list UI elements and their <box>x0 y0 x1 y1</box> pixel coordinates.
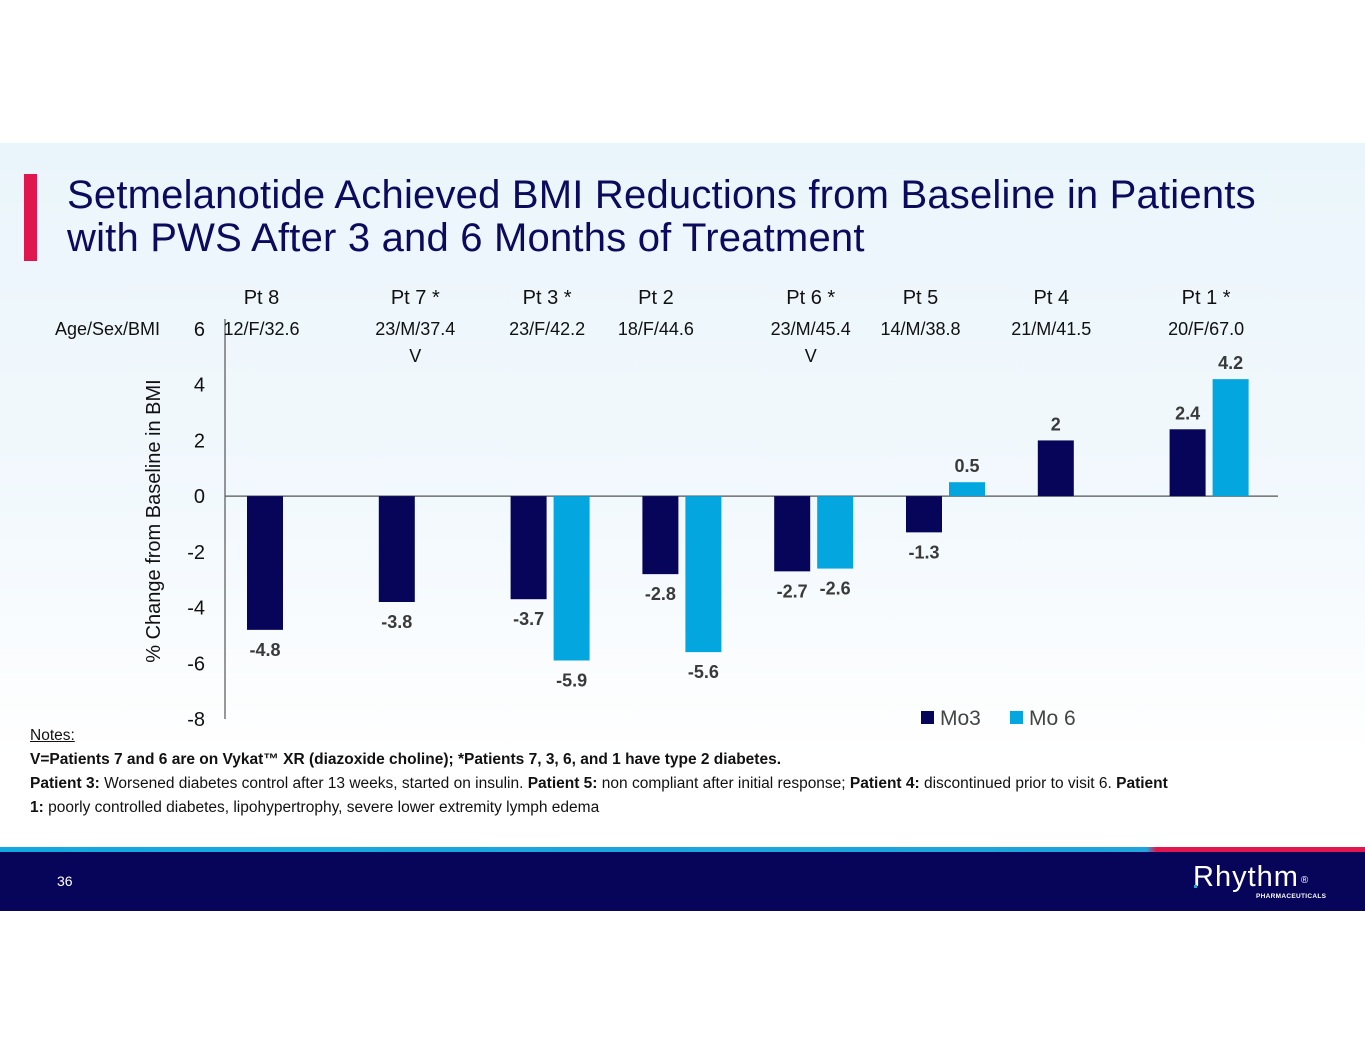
category-label: Pt 6 * <box>786 287 835 309</box>
data-label: -5.9 <box>556 671 587 691</box>
footer-accent-line <box>0 847 1365 852</box>
y-tick-label: 0 <box>194 486 205 508</box>
notes-line-2: Patient 3: Worsened diabetes control aft… <box>30 775 1168 816</box>
title-line-2: with PWS After 3 and 6 Months of Treatme… <box>67 216 865 260</box>
footer-bar <box>0 852 1365 911</box>
data-label: -2.7 <box>777 581 808 601</box>
data-label: -1.3 <box>908 542 939 562</box>
age-sex-bmi-label: 23/M/45.4 <box>771 319 851 339</box>
data-label: 4.2 <box>1218 353 1243 373</box>
age-sex-bmi-label: 12/F/32.6 <box>223 319 299 339</box>
bar-mo3 <box>1169 429 1206 497</box>
logo-subtitle: PHARMACEUTICALS <box>1256 893 1327 900</box>
bar-mo6 <box>1212 379 1249 497</box>
bar-mo3 <box>774 496 811 572</box>
bar-chart: 6 4 2 0 -2 -4 -6 -8 % Change from Baseline in BM… <box>55 287 1278 731</box>
y-axis-label: % Change from Baseline in BMI <box>143 379 165 662</box>
y-tick-label: -4 <box>187 598 205 620</box>
age-sex-bmi-label: 14/M/38.8 <box>880 319 960 339</box>
data-label: 2 <box>1051 414 1061 434</box>
legend-swatch-mo3 <box>921 711 934 724</box>
y-tick-label: -2 <box>187 542 205 564</box>
registered-mark: ® <box>1300 875 1310 886</box>
title-accent-bar <box>24 174 37 261</box>
data-label: -2.6 <box>820 579 851 599</box>
legend-swatch-mo6 <box>1010 711 1023 724</box>
data-label: 2.4 <box>1175 403 1200 423</box>
data-label: -5.6 <box>688 662 719 682</box>
age-sex-bmi-label: 23/F/42.2 <box>509 319 585 339</box>
slide-background <box>0 143 1365 911</box>
data-label: 0.5 <box>954 456 979 476</box>
age-sex-bmi-label: 23/M/37.4 <box>375 319 455 339</box>
logo-wordmark: Rhythm <box>1193 861 1299 893</box>
company-logo: Rhythm ® <box>1193 862 1309 892</box>
notes-line-1: V=Patients 7 and 6 are on Vykat™ XR (dia… <box>30 751 782 768</box>
slide-title: Setmelanotide Achieved BMI Reductions fr… <box>67 174 1327 260</box>
data-label: -4.8 <box>249 640 280 660</box>
category-label: Pt 1 * <box>1182 287 1231 309</box>
data-label: -3.7 <box>513 609 544 629</box>
title-line-1: Setmelanotide Achieved BMI Reductions fr… <box>67 173 1256 217</box>
bar-mo3 <box>642 496 679 575</box>
y-tick-label: 4 <box>194 375 205 397</box>
bar-mo3 <box>1037 440 1074 497</box>
notes: Notes: V=Patients 7 and 6 are on Vykat™ … <box>30 724 1180 820</box>
category-label: Pt 2 <box>638 287 674 309</box>
vykat-marker: V <box>805 346 817 366</box>
bar-mo6 <box>949 482 985 497</box>
logo-dot-icon <box>1194 885 1197 888</box>
vykat-marker: V <box>409 346 421 366</box>
page-number: 36 <box>57 873 73 889</box>
notes-header: Notes: <box>30 727 75 744</box>
bar-mo6 <box>817 496 854 569</box>
category-label: Pt 3 * <box>523 287 572 309</box>
bar-mo3 <box>906 496 942 533</box>
age-sex-bmi-label: 20/F/67.0 <box>1168 319 1244 339</box>
legend-label: Mo 6 <box>1029 707 1076 730</box>
category-label: Pt 7 * <box>391 287 440 309</box>
bar-mo3 <box>510 496 547 600</box>
y-tick-label: -8 <box>187 709 205 731</box>
data-label: -2.8 <box>645 584 676 604</box>
y-tick-label: 2 <box>194 430 205 452</box>
y-tick-label: 6 <box>194 319 205 341</box>
bar-mo3 <box>378 496 415 602</box>
y-tick-label: -6 <box>187 653 205 675</box>
category-label: Pt 8 <box>244 287 280 309</box>
legend-label: Mo3 <box>940 707 981 730</box>
age-sex-bmi-label: 18/F/44.6 <box>618 319 694 339</box>
bar-mo6 <box>685 496 722 653</box>
category-label: Pt 4 <box>1034 287 1070 309</box>
category-label: Pt 5 <box>903 287 939 309</box>
bar-mo3 <box>247 496 283 630</box>
data-label: -3.8 <box>381 612 412 632</box>
bar-mo6 <box>553 496 590 661</box>
row-header-label: Age/Sex/BMI <box>55 319 160 339</box>
age-sex-bmi-label: 21/M/41.5 <box>1011 319 1091 339</box>
